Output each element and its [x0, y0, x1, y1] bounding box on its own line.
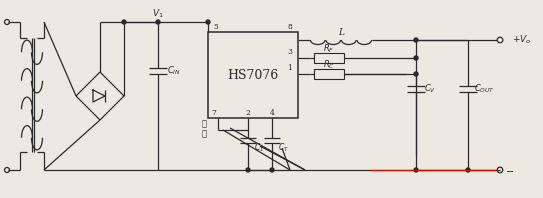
Circle shape: [414, 56, 418, 60]
Text: 1: 1: [288, 64, 293, 72]
Text: $+V_o$: $+V_o$: [512, 34, 531, 46]
Text: $C_T$: $C_T$: [277, 142, 288, 154]
Text: $R_C$: $R_C$: [323, 59, 335, 71]
Circle shape: [466, 168, 470, 172]
Text: HS7076: HS7076: [228, 69, 279, 82]
Text: 外: 外: [201, 120, 206, 128]
Text: 5: 5: [213, 23, 218, 31]
Bar: [208, 32, 298, 118]
Circle shape: [156, 20, 160, 24]
Circle shape: [414, 168, 418, 172]
Circle shape: [414, 72, 418, 76]
Text: 8: 8: [288, 23, 293, 31]
Text: 4: 4: [269, 109, 274, 117]
Text: $V_1$: $V_1$: [152, 8, 164, 20]
Circle shape: [122, 20, 126, 24]
Text: 3: 3: [287, 48, 293, 56]
Text: L: L: [338, 28, 344, 36]
Text: 完: 完: [201, 130, 206, 138]
Text: $C_1$: $C_1$: [254, 142, 264, 154]
Text: $C_{OUT}$: $C_{OUT}$: [473, 83, 494, 95]
Circle shape: [414, 38, 418, 42]
Bar: [314, 53, 344, 63]
Text: $C_{IN}$: $C_{IN}$: [167, 65, 181, 77]
Text: 7: 7: [212, 109, 217, 117]
Text: 2: 2: [245, 109, 250, 117]
Text: $-$: $-$: [505, 166, 514, 174]
Circle shape: [206, 20, 210, 24]
Text: $R_F$: $R_F$: [324, 43, 334, 55]
Text: $C_V$: $C_V$: [424, 83, 436, 95]
Circle shape: [270, 168, 274, 172]
Bar: [314, 69, 344, 79]
Circle shape: [246, 168, 250, 172]
